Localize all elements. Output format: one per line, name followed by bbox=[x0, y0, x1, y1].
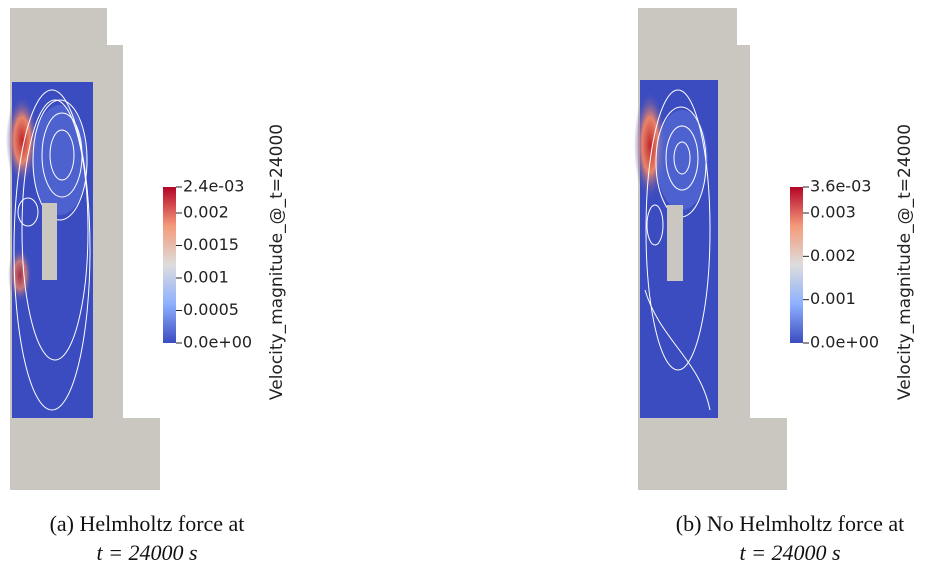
tick-label: 0.002 bbox=[810, 246, 856, 265]
tick-label: 0.0005 bbox=[183, 300, 239, 319]
tick-label: 0.002 bbox=[183, 203, 229, 222]
tick-label: 0.001 bbox=[810, 289, 856, 308]
tick-label: 0.003 bbox=[810, 203, 856, 222]
colorbar bbox=[163, 187, 176, 343]
tick-label: 0.0015 bbox=[183, 235, 239, 254]
caption-math: t = 24000 s bbox=[96, 540, 197, 565]
caption: (b) No Helmholtz force at bbox=[676, 511, 904, 536]
geometry-b bbox=[634, 8, 787, 490]
tick-label: 0.0e+00 bbox=[183, 333, 252, 352]
colorbar-title: Velocity_magnitude_@_t=24000 bbox=[895, 124, 915, 400]
tick-label: 3.6e-03 bbox=[810, 177, 871, 196]
colorbar-title: Velocity_magnitude_@_t=24000 bbox=[267, 124, 287, 400]
tick-label: 0.0e+00 bbox=[810, 333, 879, 352]
geometry-a bbox=[6, 8, 160, 490]
caption: (a) Helmholtz force at bbox=[50, 511, 245, 536]
tick-label: 0.001 bbox=[183, 268, 229, 287]
colorbar bbox=[790, 187, 803, 343]
caption-math: t = 24000 s bbox=[739, 540, 840, 565]
tick-label: 2.4e-03 bbox=[183, 177, 244, 196]
